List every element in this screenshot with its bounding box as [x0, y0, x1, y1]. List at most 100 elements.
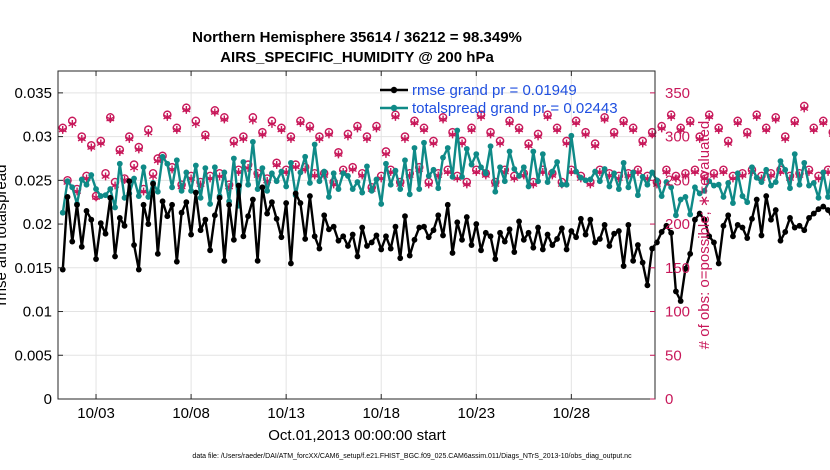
totalspread-point — [796, 181, 803, 188]
rmse-point — [321, 212, 328, 219]
totalspread-point — [711, 182, 717, 189]
totalspread-point — [739, 193, 746, 199]
obs-evaluated-point: * — [206, 172, 215, 192]
totalspread-point — [658, 193, 665, 199]
rmse-point — [307, 193, 313, 199]
totalspread-point — [763, 166, 770, 173]
obs-evaluated-point: * — [671, 172, 680, 192]
totalspread-point — [88, 172, 95, 178]
obs-evaluated-point: * — [296, 117, 305, 137]
totalspread-point — [539, 151, 546, 157]
totalspread-point — [245, 181, 252, 188]
obs-evaluated-point: * — [767, 169, 776, 189]
rmse-point — [264, 210, 271, 217]
rmse-point — [425, 234, 432, 241]
obs-possible-point — [400, 132, 410, 141]
obs-possible-point — [148, 169, 158, 178]
obs-evaluated-point: * — [111, 179, 120, 199]
rmse-point — [668, 229, 675, 236]
obs-evaluated-point: * — [348, 163, 357, 183]
totalspread-point — [440, 154, 446, 161]
obs-evaluated-point: * — [301, 163, 310, 183]
obs-evaluated-point: * — [391, 111, 400, 131]
totalspread-point — [715, 181, 722, 188]
rmse-point — [97, 220, 104, 227]
obs-possible-point — [86, 141, 96, 150]
obs-evaluated-point: * — [505, 117, 514, 137]
totalspread-point — [634, 192, 641, 199]
obs-possible-point — [58, 123, 68, 133]
rmse-point — [711, 239, 717, 246]
y-left-tick-label: 0.005 — [14, 347, 52, 364]
obs-possible-point — [524, 139, 533, 148]
rmse-point — [135, 266, 142, 273]
rmse-point — [673, 288, 679, 295]
obs-evaluated-point: * — [363, 132, 372, 152]
totalspread-point — [563, 181, 570, 188]
obs-possible-point — [609, 127, 619, 137]
obs-evaluated-point: * — [234, 166, 243, 186]
obs-evaluated-point: * — [267, 118, 276, 138]
rmse-point — [164, 213, 171, 220]
obs-possible-point — [476, 110, 486, 120]
totalspread-point — [192, 162, 199, 169]
totalspread-point — [535, 178, 541, 185]
obs-possible-point — [719, 165, 728, 175]
x-tick-label: 10/08 — [172, 405, 210, 422]
obs-possible-point — [467, 123, 476, 133]
totalspread-point — [758, 179, 765, 185]
rmse-point — [649, 245, 656, 252]
totalspread-point — [435, 185, 442, 192]
totalspread-point — [706, 178, 713, 185]
totalspread-point — [387, 181, 394, 188]
totalspread-point — [777, 158, 784, 164]
obs-evaluated-point: * — [434, 169, 443, 189]
obs-evaluated-point: * — [272, 159, 281, 179]
totalspread-point — [178, 187, 185, 194]
obs-evaluated-point: * — [519, 169, 528, 189]
totalspread-point — [810, 180, 817, 186]
obs-possible-point — [828, 128, 830, 136]
obs-possible-point — [105, 113, 115, 122]
obs-evaluated-point: * — [172, 124, 181, 144]
obs-possible-point — [277, 123, 286, 133]
obs-possible-point — [272, 158, 281, 168]
obs-possible-point — [362, 132, 372, 141]
totalspread-point — [321, 168, 328, 175]
totalspread-point — [364, 163, 370, 170]
rmse-point — [682, 265, 689, 272]
obs-possible-point — [771, 113, 781, 122]
obs-possible-point — [818, 116, 828, 126]
totalspread-point — [673, 212, 679, 219]
rmse-point — [211, 212, 218, 219]
totalspread-point — [487, 143, 494, 150]
obs-evaluated-point: * — [824, 166, 830, 186]
rmse-point — [249, 196, 256, 203]
y-right-tick-label: 350 — [665, 85, 690, 102]
totalspread-point — [749, 164, 755, 171]
obs-evaluated-point: * — [648, 128, 657, 148]
obs-evaluated-point: * — [415, 163, 424, 183]
obs-possible-point — [343, 129, 353, 139]
obs-evaluated-point: * — [771, 113, 780, 133]
rmse-point — [112, 253, 118, 260]
obs-evaluated-point: * — [244, 161, 253, 181]
obs-possible-point — [258, 127, 267, 137]
obs-evaluated-point: * — [472, 166, 481, 186]
totalspread-point — [644, 181, 651, 188]
rmse-point — [387, 245, 394, 252]
totalspread-point — [207, 201, 214, 207]
totalspread-point — [568, 132, 575, 139]
obs-evaluated-point: * — [87, 141, 96, 161]
rmse-point — [734, 222, 741, 228]
obs-evaluated-point: * — [676, 124, 685, 144]
obs-possible-point — [77, 132, 87, 141]
obs-possible-point — [638, 136, 647, 146]
rmse-point — [430, 227, 437, 234]
obs-possible-point — [552, 123, 562, 133]
totalspread-point — [259, 165, 266, 171]
rmse-point — [777, 237, 784, 244]
y-left-tick-label: 0.025 — [14, 172, 52, 189]
obs-evaluated-point: * — [220, 113, 229, 133]
obs-possible-point — [628, 123, 638, 133]
